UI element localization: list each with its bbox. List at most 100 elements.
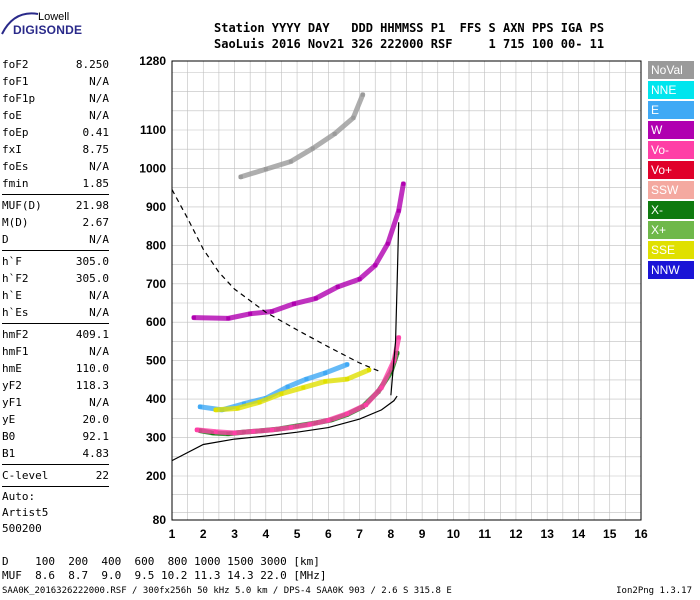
- param-label: foF1: [2, 75, 29, 88]
- param-divider: [2, 194, 109, 195]
- param-label: h`F: [2, 255, 22, 268]
- echo-point: [401, 181, 406, 186]
- auto-scaling-line1: Auto:: [2, 490, 36, 503]
- file-info-footer: SAA0K_2016326222000.RSF / 300fx256h 50 k…: [2, 586, 452, 596]
- logo-line1: Lowell: [38, 11, 70, 23]
- echo-point: [198, 404, 203, 409]
- param-label: D: [2, 233, 9, 246]
- param-divider: [2, 486, 109, 487]
- legend-item: W: [648, 121, 694, 139]
- echo-point: [248, 311, 253, 316]
- y-tick-label: 600: [146, 315, 166, 329]
- echo-point: [373, 263, 378, 268]
- param-label: hmE: [2, 362, 22, 375]
- param-value: 1.85: [82, 177, 110, 190]
- y-tick-label: 1280: [139, 54, 166, 68]
- legend-item: Vo+: [648, 161, 694, 179]
- header-line1: Station YYYY DAY DDD HHMMSS P1 FFS S AXN…: [214, 21, 605, 35]
- y-tick-label: 800: [146, 238, 166, 252]
- param-row: hmF2 409.1: [2, 326, 109, 343]
- param-label: foF2: [2, 58, 29, 71]
- echo-point: [345, 411, 350, 416]
- param-label: B0: [2, 430, 16, 443]
- echo-point: [301, 385, 306, 390]
- x-tick-label: 14: [572, 527, 586, 541]
- y-tick-label: 300: [146, 431, 166, 445]
- param-row: B1 4.83: [2, 445, 109, 462]
- echo-point: [335, 284, 340, 289]
- param-row: yF2 118.3: [2, 377, 109, 394]
- y-tick-label: 700: [146, 277, 166, 291]
- param-row: fmin 1.85: [2, 175, 109, 192]
- legend-item: X-: [648, 201, 694, 219]
- param-row: h`E N/A: [2, 287, 109, 304]
- echo-point: [285, 384, 290, 389]
- x-tick-label: 1: [169, 527, 176, 541]
- legend-item: E: [648, 101, 694, 119]
- parameters-panel: foF2 8.250 foF1 N/A foF1p N/A foE N/A foEp 0.41 fx…: [2, 56, 109, 537]
- station-header: Station YYYY DAY DDD HHMMSS P1 FFS S AXN…: [214, 20, 604, 52]
- echo-point: [345, 377, 350, 382]
- software-version: Ion2Png 1.3.17: [616, 586, 692, 596]
- y-tick-label: 200: [146, 469, 166, 483]
- param-value: 110.0: [75, 362, 109, 375]
- param-label: B1: [2, 447, 16, 460]
- echo-point: [226, 316, 231, 321]
- y-tick-label: 1000: [139, 161, 166, 175]
- logo-swoosh-icon: [1, 12, 39, 35]
- legend-item: NNE: [648, 81, 694, 99]
- x-tick-label: 11: [478, 527, 491, 541]
- param-row: hmE 110.0: [2, 360, 109, 377]
- param-divider: [2, 250, 109, 251]
- param-value: N/A: [89, 75, 109, 88]
- x-tick-label: 12: [509, 527, 523, 541]
- x-tick-label: 6: [325, 527, 332, 541]
- param-value: 305.0: [75, 255, 109, 268]
- echo-point: [195, 427, 200, 432]
- param-value: 92.1: [82, 430, 110, 443]
- param-value: N/A: [89, 92, 109, 105]
- echo-point: [323, 370, 328, 375]
- dmuf-distance-row: D 100 200 400 600 800 1000 1500 3000 [km…: [2, 555, 320, 568]
- auto-scaling-line2: Artist5: [2, 506, 49, 519]
- param-row: foF1p N/A: [2, 90, 109, 107]
- param-label: foEs: [2, 160, 29, 173]
- param-label: fmin: [2, 177, 29, 190]
- param-value: 8.75: [82, 143, 110, 156]
- echo-point: [396, 335, 401, 340]
- legend-item: SSE: [648, 241, 694, 259]
- legend-item: NNW: [648, 261, 694, 279]
- param-row: foEp 0.41: [2, 124, 109, 141]
- x-tick-label: 13: [541, 527, 555, 541]
- echo-point: [326, 418, 331, 423]
- echo-point: [232, 430, 237, 435]
- param-value: N/A: [89, 233, 109, 246]
- echo-point: [323, 379, 328, 384]
- param-row: yE 20.0: [2, 411, 109, 428]
- param-row: h`F2 305.0: [2, 270, 109, 287]
- echo-point: [191, 315, 196, 320]
- param-row: foEs N/A: [2, 158, 109, 175]
- param-row: C-level 22: [2, 467, 109, 484]
- y-tick-label: 900: [146, 200, 166, 214]
- echo-point: [288, 425, 293, 430]
- echo-point: [385, 241, 390, 246]
- echo-point: [288, 159, 293, 164]
- x-tick-label: 8: [388, 527, 395, 541]
- echo-point: [257, 400, 262, 405]
- header-line2: SaoLuis 2016 Nov21 326 222000 RSF 1 715 …: [214, 37, 605, 51]
- echo-point: [307, 422, 312, 427]
- param-label: hmF1: [2, 345, 29, 358]
- param-label: M(D): [2, 216, 29, 229]
- param-row: foF1 N/A: [2, 73, 109, 90]
- echo-point: [251, 429, 256, 434]
- model-curve: [390, 222, 400, 396]
- echo-point: [263, 167, 268, 172]
- x-tick-label: 9: [419, 527, 426, 541]
- echo-point: [351, 115, 356, 120]
- echo-point: [241, 401, 246, 406]
- param-value: 22: [95, 469, 109, 482]
- polarization-legend: NoVal NNE E W Vo- Vo+ SSW X- X+ SSE NNW: [648, 61, 694, 281]
- legend-item: X+: [648, 221, 694, 239]
